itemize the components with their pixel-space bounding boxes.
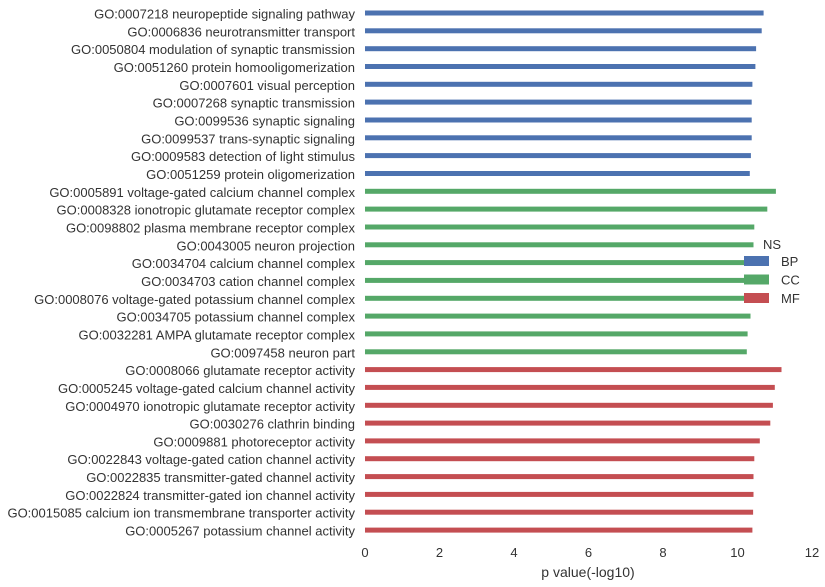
- bar-bp-3: [365, 64, 756, 69]
- category-label: GO:0008328 ionotropic glutamate receptor…: [57, 203, 356, 218]
- category-label: GO:0022843 voltage-gated cation channel …: [67, 452, 355, 467]
- category-label: GO:0098802 plasma membrane receptor comp…: [66, 221, 356, 236]
- category-label: GO:0034704 calcium channel complex: [132, 256, 356, 271]
- legend-title: NS: [763, 237, 781, 252]
- bar-mf-7: [365, 491, 754, 497]
- legend-swatch-bp: [744, 256, 769, 266]
- category-label: GO:0004970 ionotropic glutamate receptor…: [65, 399, 355, 414]
- bar-mf-8: [365, 509, 754, 515]
- category-labels-group: GO:0007218 neuropeptide signaling pathwa…: [7, 7, 355, 539]
- x-axis-label: p value(-log10): [541, 564, 634, 580]
- category-label: GO:0022835 transmitter-gated channel act…: [86, 470, 355, 485]
- legend-label-mf: MF: [781, 291, 800, 306]
- category-label: GO:0032281 AMPA glutamate receptor compl…: [78, 327, 355, 342]
- category-label: GO:0030276 clathrin binding: [189, 417, 355, 432]
- legend-label-bp: BP: [781, 254, 798, 269]
- bar-bp-8: [365, 153, 751, 159]
- bar-bp-1: [365, 28, 762, 34]
- category-label: GO:0051260 protein homooligomerization: [114, 60, 355, 75]
- bar-bp-6: [365, 117, 752, 123]
- legend-swatch-cc: [744, 274, 769, 285]
- category-label: GO:0005267 potassium channel activity: [125, 524, 355, 539]
- bars-group: [365, 10, 782, 533]
- bar-mf-6: [365, 474, 754, 480]
- category-label: GO:0009881 photoreceptor activity: [153, 434, 355, 449]
- legend: NS BP CC MF: [744, 237, 800, 306]
- bar-bp-2: [365, 46, 757, 52]
- category-label: GO:0005245 voltage-gated calcium channel…: [58, 381, 356, 396]
- category-label: GO:0009583 detection of light stimulus: [131, 149, 356, 164]
- x-tick-label: 0: [361, 545, 368, 560]
- bar-cc-9: [365, 349, 747, 355]
- bar-cc-5: [365, 277, 753, 283]
- bar-bp-4: [365, 81, 753, 87]
- category-label: GO:0043005 neuron projection: [176, 238, 355, 253]
- bar-cc-4: [365, 260, 753, 266]
- bar-cc-8: [365, 331, 748, 337]
- bar-mf-1: [365, 384, 775, 390]
- category-label: GO:0099536 synaptic signaling: [174, 114, 355, 129]
- bar-cc-7: [365, 313, 751, 319]
- bar-cc-0: [365, 188, 776, 194]
- bar-mf-3: [365, 420, 771, 426]
- category-label: GO:0007601 visual perception: [179, 78, 355, 93]
- category-label: GO:0015085 calcium ion transmembrane tra…: [7, 506, 355, 521]
- bar-bp-5: [365, 99, 752, 105]
- category-label: GO:0007268 synaptic transmission: [153, 96, 355, 111]
- bar-mf-5: [365, 456, 755, 462]
- category-label: GO:0008066 glutamate receptor activity: [125, 363, 355, 378]
- category-label: GO:0099537 trans-synaptic signaling: [141, 131, 355, 146]
- bar-mf-2: [365, 402, 773, 408]
- category-label: GO:0005891 voltage-gated calcium channel…: [49, 185, 355, 200]
- category-label: GO:0051259 protein oligomerization: [146, 167, 355, 182]
- bar-bp-7: [365, 135, 752, 141]
- category-label: GO:0022824 transmitter-gated ion channel…: [65, 488, 355, 503]
- category-label: GO:0034705 potassium channel complex: [117, 310, 356, 325]
- bar-cc-6: [365, 295, 752, 301]
- category-label: GO:0008076 voltage-gated potassium chann…: [34, 292, 355, 307]
- category-label: GO:0097458 neuron part: [210, 345, 355, 360]
- category-label: GO:0034703 cation channel complex: [141, 274, 355, 289]
- bar-bp-9: [365, 171, 750, 176]
- bar-cc-1: [365, 206, 768, 212]
- x-tick-label: 12: [805, 545, 819, 560]
- bar-cc-3: [365, 242, 754, 248]
- bar-bp-0: [365, 10, 764, 16]
- x-tick-label: 6: [585, 545, 592, 560]
- category-label: GO:0050804 modulation of synaptic transm…: [71, 42, 355, 57]
- x-tick-label: 8: [659, 545, 666, 560]
- x-tick-label: 2: [436, 545, 443, 560]
- legend-swatch-mf: [744, 293, 769, 303]
- x-tick-label: 10: [730, 545, 744, 560]
- bar-cc-2: [365, 224, 755, 230]
- bar-mf-4: [365, 438, 760, 444]
- x-tick-labels-group: 0 2 4 6 8 10 12: [361, 545, 819, 560]
- category-label: GO:0007218 neuropeptide signaling pathwa…: [94, 7, 355, 22]
- bar-mf-9: [365, 527, 753, 533]
- legend-label-cc: CC: [781, 273, 800, 288]
- category-label: GO:0006836 neurotransmitter transport: [127, 24, 355, 39]
- x-tick-label: 4: [510, 545, 517, 560]
- bar-mf-0: [365, 367, 782, 373]
